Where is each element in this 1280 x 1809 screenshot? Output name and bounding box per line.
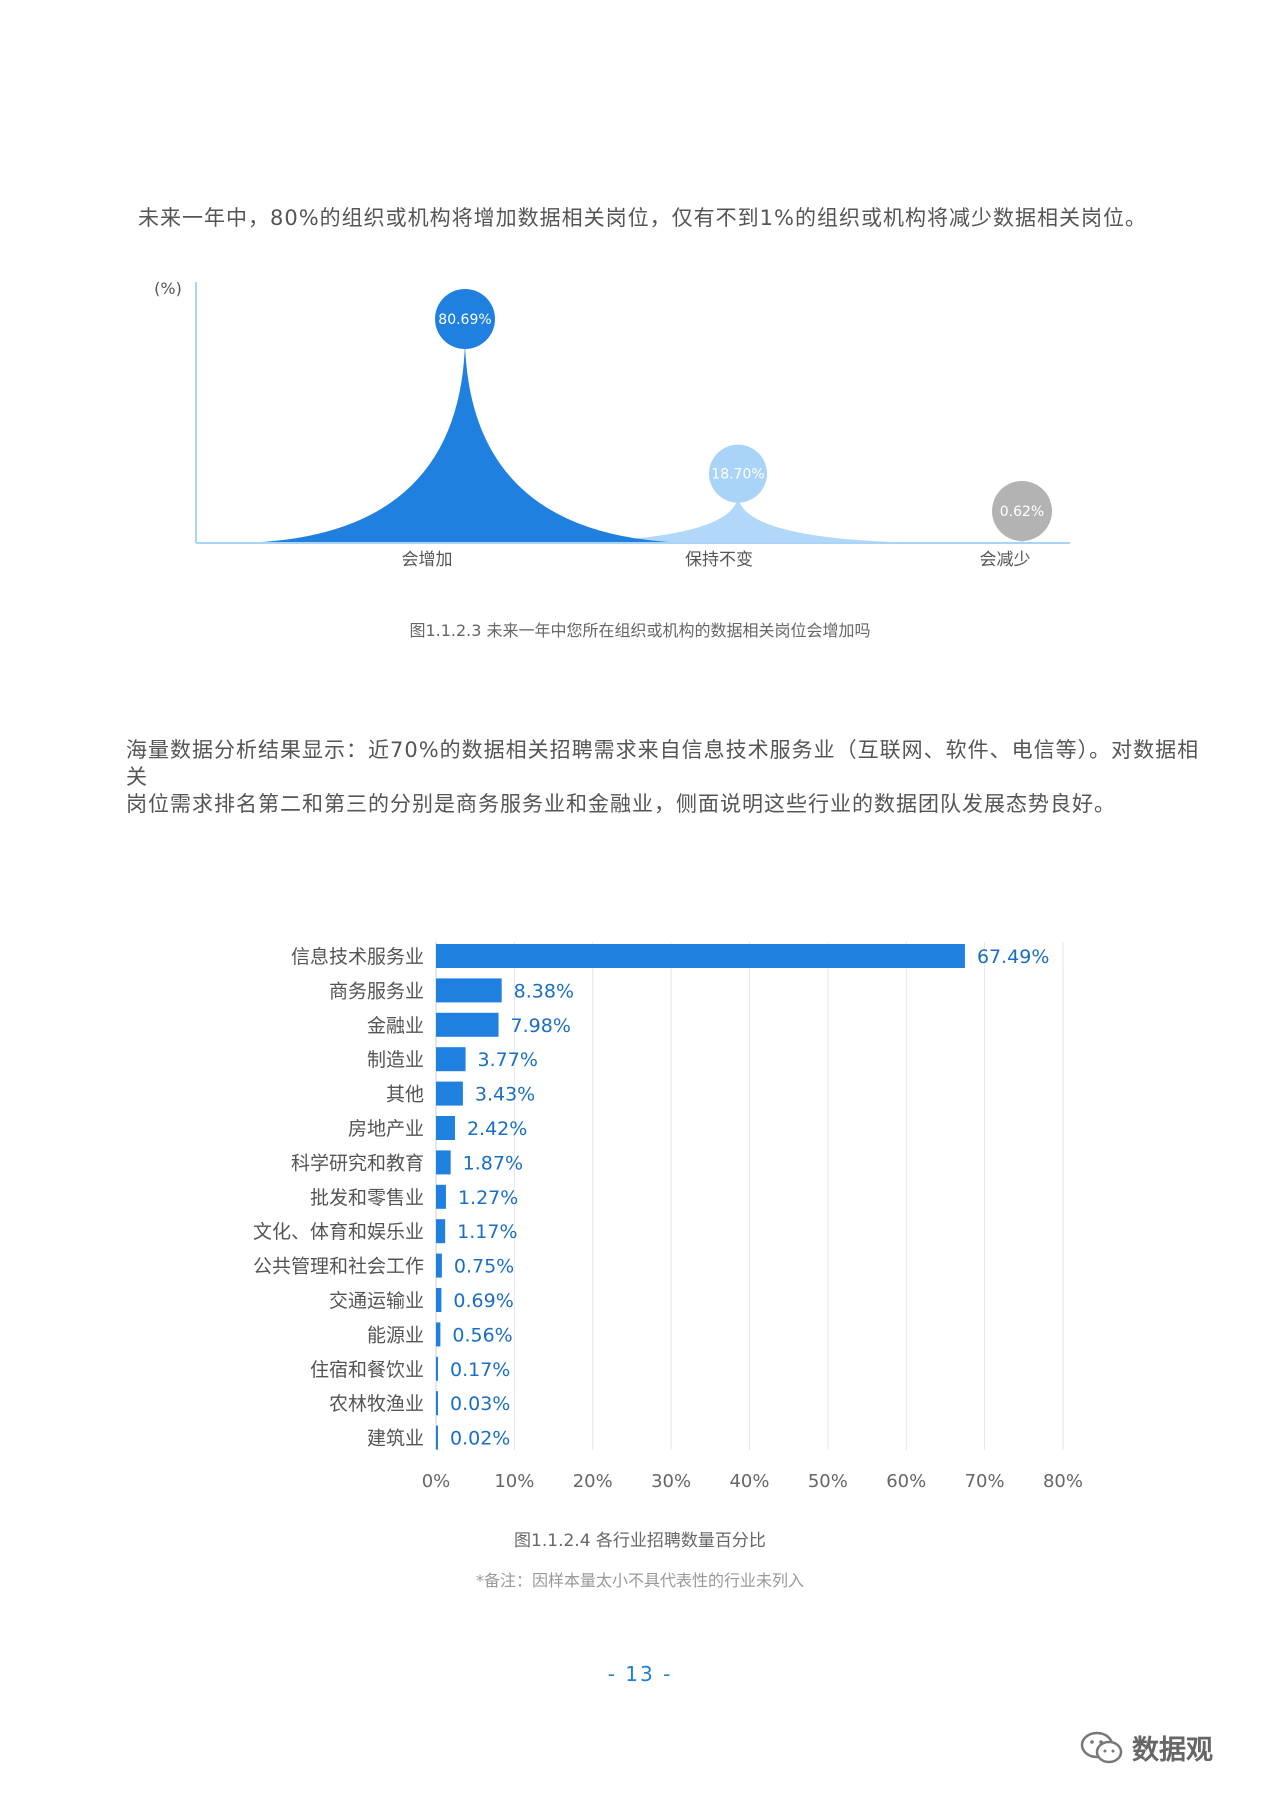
category-label: 商务服务业 [329,980,424,1002]
bar [436,1219,446,1244]
x-tick-label: 20% [573,1471,613,1492]
peak-1 [230,343,700,543]
page-number: - 13 - [607,1662,673,1686]
category-label-2: 保持不变 [685,550,753,570]
chart1-caption: 图1.1.2.3 未来一年中您所在组织或机构的数据相关岗位会增加吗 [409,621,871,640]
intro-paragraph-2-line-1: 海量数据分析结果显示：近70%的数据相关招聘需求来自信息技术服务业（互联网、软件… [126,738,1200,789]
x-tick-label: 30% [651,1471,691,1492]
category-label: 其他 [386,1084,424,1106]
category-label: 住宿和餐饮业 [310,1359,424,1381]
value-bubble-1 [435,289,495,349]
data-label: 3.43% [475,1084,535,1106]
data-label: 1.27% [458,1187,518,1209]
data-label: 0.17% [450,1359,510,1381]
category-label: 金融业 [367,1015,424,1037]
bar [436,1288,442,1312]
category-label: 制造业 [367,1049,424,1071]
bar [436,1356,438,1381]
data-label: 2.42% [467,1118,527,1140]
watermark-text: 数据观 [1132,1735,1213,1766]
category-label: 文化、体育和娱乐业 [253,1221,424,1243]
chart-job-change: (%) 0.62% 18.70% 80.69% 会增加 保持不变 会减少 [154,279,1082,570]
value-bubble-3 [992,481,1052,541]
data-label: 0.02% [450,1428,510,1450]
category-label: 批发和零售业 [310,1187,424,1209]
data-label: 7.98% [511,1015,571,1037]
category-label: 农林牧渔业 [329,1393,424,1415]
category-label: 房地产业 [348,1118,424,1140]
data-label: 67.49% [977,946,1049,968]
category-label: 能源业 [367,1324,424,1346]
category-label: 交通运输业 [329,1290,424,1312]
bar [436,1047,466,1072]
data-label: 0.03% [450,1393,510,1415]
bar [436,1184,446,1209]
data-label: 0.75% [454,1256,514,1278]
bar [436,1253,442,1278]
bar [436,1012,499,1037]
intro-paragraph-2-line-2: 岗位需求排名第二和第三的分别是商务服务业和金融业，侧面说明这些行业的数据团队发展… [126,792,1116,816]
bar [436,1116,455,1140]
data-label: 0.56% [452,1324,512,1346]
value-label-2: 18.70% [711,467,764,483]
intro-paragraph-1: 未来一年中，80%的组织或机构将增加数据相关岗位，仅有不到1%的组织或机构将减少… [138,206,1147,230]
category-label-3: 会减少 [980,550,1031,570]
bar [436,1391,438,1416]
value-bubble-2 [709,444,767,503]
data-label: 1.17% [457,1221,517,1243]
chart2-note: *备注：因样本量太小不具代表性的行业未列入 [475,1571,804,1590]
value-label-3: 0.62% [1000,504,1044,520]
x-tick-label: 10% [494,1471,534,1492]
y-axis-label: (%) [154,279,182,298]
bar [436,1322,441,1347]
category-label: 信息技术服务业 [291,946,424,968]
category-label-1: 会增加 [402,550,453,570]
bar [436,1425,438,1450]
x-tick-label: 60% [886,1471,926,1492]
bar [436,944,965,968]
wechat-icon [1080,1731,1123,1763]
data-label: 0.69% [453,1290,513,1312]
value-label-1: 80.69% [438,312,491,328]
bar [436,978,502,1003]
data-label: 8.38% [514,980,574,1002]
watermark: 数据观 [1080,1728,1213,1767]
category-label: 公共管理和社会工作 [253,1256,424,1278]
category-label: 科学研究和教育 [291,1152,424,1174]
x-tick-label: 0% [422,1471,451,1492]
intro-paragraph-2: 海量数据分析结果显示：近70%的数据相关招聘需求来自信息技术服务业（互联网、软件… [126,737,1216,818]
bar [436,1150,451,1175]
x-tick-label: 50% [808,1471,848,1492]
x-tick-label: 80% [1043,1471,1083,1492]
peak-2 [528,496,948,543]
chart-industry-share: 0% 10% 20% 30% 40% 50% 60% 70% 80% 信息技术服务业 67.49% 商… [253,942,1083,1492]
x-tick-label: 70% [965,1471,1005,1492]
data-label: 1.87% [463,1152,523,1174]
chart2-caption: 图1.1.2.4 各行业招聘数量百分比 [514,1531,766,1551]
x-tick-label: 40% [729,1471,769,1492]
data-label: 3.77% [478,1049,538,1071]
bar [436,1081,463,1106]
category-label: 建筑业 [367,1428,424,1450]
